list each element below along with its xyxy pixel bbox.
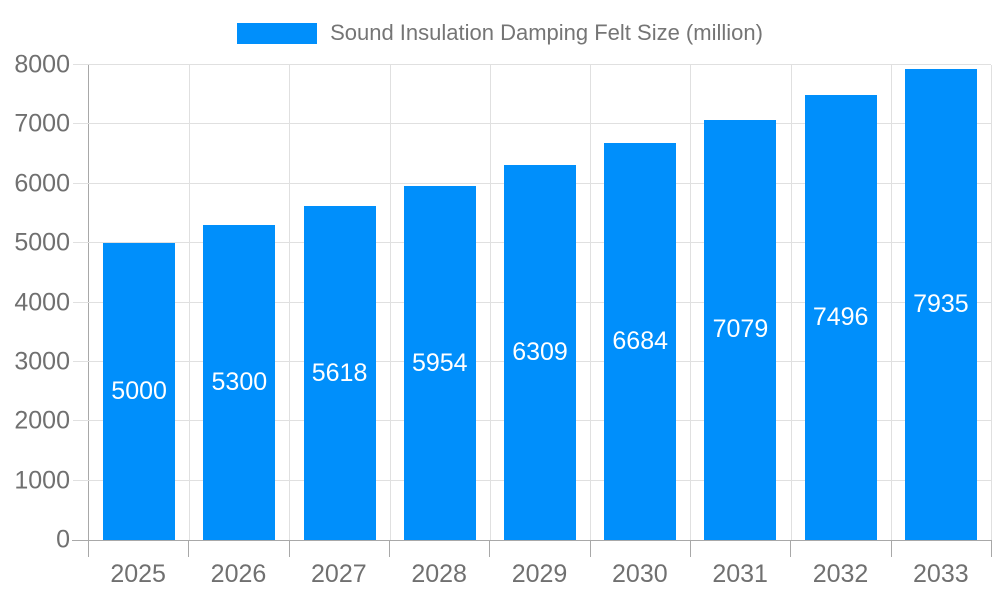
x-tick (489, 540, 491, 557)
y-axis-label: 8000 (14, 50, 70, 79)
bar-value-label: 7496 (812, 302, 869, 331)
x-tick (991, 540, 992, 557)
x-axis-label: 2027 (311, 560, 367, 588)
bar-value-label: 5000 (111, 377, 167, 406)
gridline-v (890, 65, 892, 540)
gridline-v (590, 65, 592, 540)
y-axis: 0 1000 2000 3000 4000 5000 6000 7000 8000 (0, 51, 70, 554)
y-axis-label: 0 (56, 525, 70, 554)
x-tick (790, 540, 792, 557)
x-axis-label: 2031 (712, 560, 768, 588)
y-axis-label: 1000 (14, 466, 70, 495)
gridline-v (991, 65, 992, 540)
bar: 7079 (704, 119, 777, 540)
x-tick (288, 540, 290, 557)
x-axis-label: 2028 (411, 560, 467, 588)
x-tick (890, 540, 892, 557)
y-axis-label: 7000 (14, 109, 70, 138)
bar: 6684 (604, 143, 677, 540)
gridline-h (73, 64, 991, 65)
bar: 5954 (403, 186, 476, 540)
bar-value-label: 5300 (211, 368, 268, 397)
x-tick (589, 540, 591, 557)
bar-value-label: 7935 (913, 289, 969, 318)
gridline-v (189, 65, 191, 540)
x-axis-ticks (88, 540, 992, 557)
legend-item[interactable]: Sound Insulation Damping Felt Size (mill… (237, 20, 763, 46)
x-axis-label: 2030 (612, 560, 668, 588)
bar: 5000 (103, 243, 176, 540)
bar: 7496 (804, 94, 877, 540)
y-axis-label: 3000 (14, 347, 70, 376)
x-tick (88, 540, 89, 557)
bar-value-label: 7079 (712, 315, 769, 344)
bar-value-label: 6309 (512, 338, 568, 367)
x-tick (689, 540, 691, 557)
gridline-h (73, 123, 991, 125)
x-axis-label: 2032 (812, 560, 869, 588)
gridline-v (289, 65, 291, 540)
x-axis-label: 2025 (110, 560, 166, 588)
gridline-v (690, 65, 692, 540)
gridline-v (389, 65, 391, 540)
y-axis-label: 6000 (14, 169, 70, 198)
plot-area: 5000 5300 5618 5954 6309 6684 7079 7496 7935 (73, 64, 992, 540)
x-axis-line (72, 540, 992, 541)
x-tick (188, 540, 190, 557)
legend: Sound Insulation Damping Felt Size (mill… (0, 20, 1000, 46)
legend-marker (237, 22, 318, 44)
legend-label: Sound Insulation Damping Felt Size (mill… (330, 20, 763, 45)
x-tick (388, 540, 390, 557)
bar: 7935 (904, 68, 977, 540)
gridline-v (790, 65, 792, 540)
bar-value-label: 6684 (612, 327, 669, 356)
y-axis-label: 4000 (14, 288, 70, 316)
gridline-v (489, 65, 491, 540)
bar: 5618 (303, 206, 376, 540)
bar: 5300 (203, 225, 276, 540)
x-axis-label: 2029 (511, 560, 568, 588)
x-axis-label: 2026 (210, 560, 267, 588)
x-axis-label: 2033 (913, 560, 969, 588)
y-axis-label: 2000 (14, 406, 70, 435)
bar: 6309 (504, 165, 576, 540)
bar-value-label: 5618 (311, 358, 368, 387)
x-axis-labels: 2025 2026 2027 2028 2029 2030 2031 2032 2033 (88, 560, 991, 590)
y-axis-label: 5000 (14, 228, 70, 257)
bar-value-label: 5954 (411, 348, 468, 377)
